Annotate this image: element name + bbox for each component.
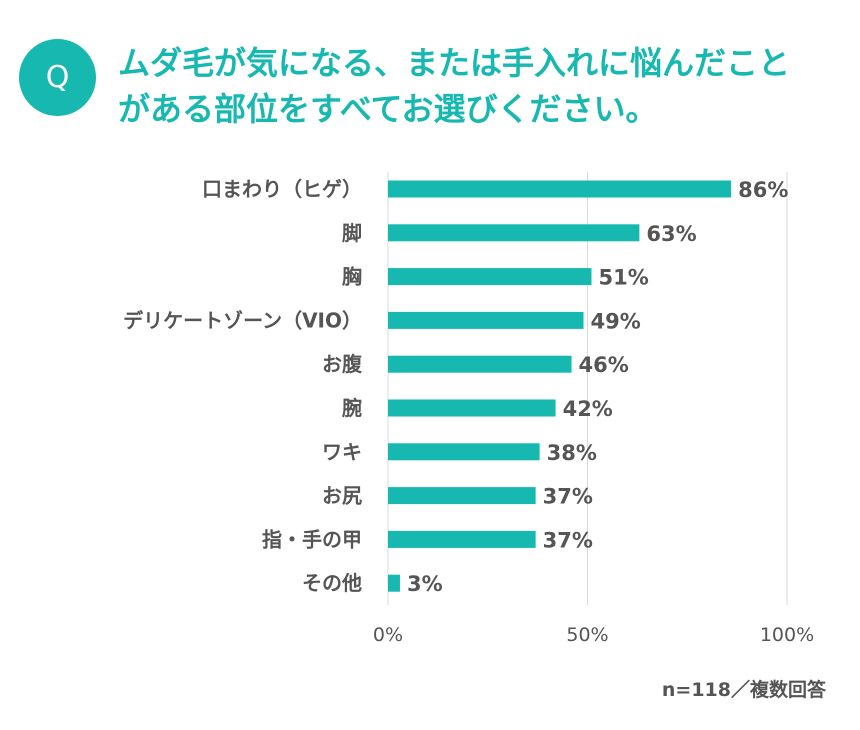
category-label: 胸 [342, 265, 362, 289]
category-label: 脚 [342, 221, 362, 245]
bar [388, 180, 732, 198]
value-label: 37% [543, 528, 593, 552]
x-tick-label: 50% [566, 624, 608, 646]
question-badge: Q [19, 39, 96, 116]
bar [388, 487, 536, 505]
value-label: 49% [591, 309, 641, 333]
category-label: お腹 [322, 352, 363, 376]
category-label: お尻 [322, 484, 362, 508]
x-tick-label: 0% [373, 624, 403, 646]
question-title: ムダ毛が気になる、または手入れに悩んだこと がある部位をすべてお選びください。 [118, 40, 838, 132]
value-label: 86% [738, 178, 788, 202]
bar [388, 311, 584, 329]
bar [388, 399, 556, 417]
value-label: 63% [646, 222, 696, 246]
question-line-1: ムダ毛が気になる、または手入れに悩んだこと [118, 44, 791, 82]
bar-chart: 0% 50% 100% 口まわり（ヒゲ） 86% 脚 63% 胸 51% デリケートゾーン（VIO… [123, 172, 814, 646]
footnote: n=118／複数回答 [661, 679, 826, 701]
bar [388, 268, 592, 286]
bar [388, 574, 400, 592]
value-label: 3% [407, 572, 443, 596]
category-label: ワキ [322, 440, 362, 464]
bar [388, 443, 540, 461]
value-label: 51% [598, 266, 648, 290]
x-tick-label: 100% [760, 624, 814, 646]
value-label: 38% [547, 441, 597, 465]
value-label: 37% [543, 485, 593, 509]
value-label: 42% [563, 397, 613, 421]
category-label: デリケートゾーン（VIO） [123, 308, 362, 332]
bar [388, 224, 640, 242]
category-label: 指・手の甲 [262, 527, 362, 551]
question-badge-label: Q [45, 60, 70, 95]
bar [388, 355, 572, 373]
category-label: 腕 [341, 396, 362, 420]
value-label: 46% [579, 353, 629, 377]
bar [388, 530, 536, 548]
category-label: 口まわり（ヒゲ） [202, 177, 362, 201]
category-label: その他 [302, 571, 362, 595]
question-line-2: がある部位をすべてお選びください。 [118, 90, 658, 128]
